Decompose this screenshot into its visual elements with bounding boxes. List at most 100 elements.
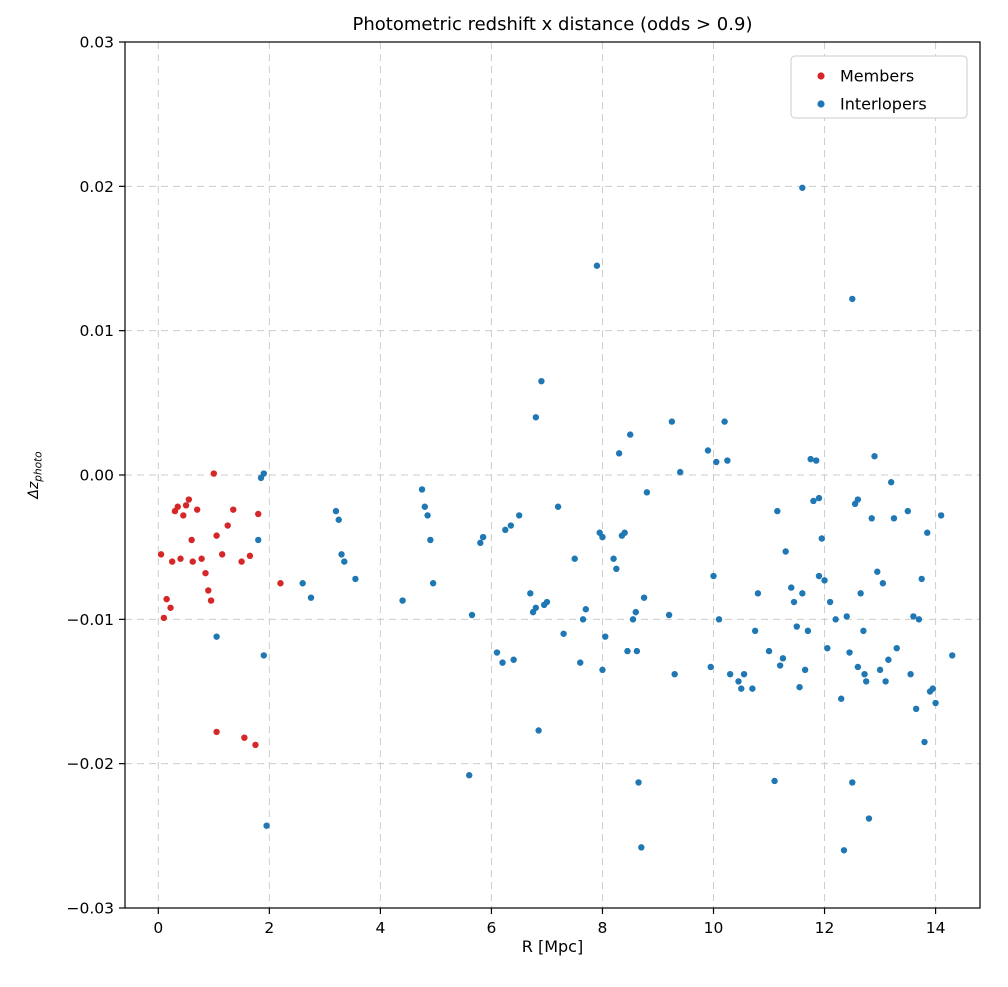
y-tick-label: 0.02 — [79, 178, 114, 196]
legend-entry-members: Members — [840, 67, 914, 86]
data-point-interlopers — [815, 494, 823, 502]
data-point-members — [185, 496, 193, 503]
data-point-interlopers — [793, 623, 800, 630]
data-point-interlopers — [332, 507, 340, 515]
data-point-members — [246, 552, 254, 560]
y-tick-label: −0.02 — [67, 755, 115, 773]
y-tick-label: −0.01 — [67, 611, 115, 629]
data-point-interlopers — [599, 533, 606, 541]
data-point-interlopers — [790, 598, 798, 606]
x-tick-label: 12 — [815, 919, 835, 937]
x-tick-label: 0 — [153, 919, 163, 937]
data-point-interlopers — [849, 295, 856, 303]
data-point-interlopers — [932, 699, 939, 707]
data-point-interlopers — [543, 598, 551, 606]
series-interlopers — [213, 184, 956, 854]
data-point-members — [202, 569, 209, 577]
data-point-interlopers — [704, 447, 712, 454]
data-point-interlopers — [468, 611, 476, 619]
data-point-interlopers — [624, 647, 631, 655]
data-point-interlopers — [904, 507, 912, 515]
data-point-interlopers — [862, 678, 870, 685]
data-point-interlopers — [849, 779, 856, 786]
data-point-interlopers — [824, 645, 831, 652]
data-point-interlopers — [751, 627, 759, 635]
data-point-interlopers — [707, 663, 714, 671]
data-point-interlopers — [818, 535, 825, 542]
data-point-members — [157, 551, 165, 558]
x-axis-label: R [Mpc] — [522, 937, 583, 956]
data-point-interlopers — [632, 608, 639, 616]
data-point-interlopers — [510, 656, 517, 663]
data-point-interlopers — [421, 503, 429, 510]
data-point-members — [182, 502, 190, 509]
data-point-members — [252, 741, 259, 749]
data-point-interlopers — [532, 604, 540, 611]
data-point-interlopers — [260, 652, 267, 659]
legend-marker-members — [817, 72, 825, 80]
data-point-interlopers — [577, 659, 584, 666]
x-tick-label: 14 — [926, 919, 946, 937]
data-point-members — [224, 522, 231, 529]
data-point-members — [168, 558, 176, 565]
y-tick-label: −0.03 — [67, 900, 115, 918]
x-tick-label: 4 — [375, 919, 385, 937]
data-point-interlopers — [907, 670, 914, 678]
data-point-interlopers — [865, 815, 873, 822]
x-tick-label: 2 — [264, 919, 274, 937]
data-point-interlopers — [871, 453, 878, 460]
data-point-interlopers — [560, 630, 567, 637]
data-point-interlopers — [810, 497, 817, 505]
y-tick-label: 0.00 — [79, 467, 114, 485]
x-tick-label: 10 — [704, 919, 724, 937]
data-point-interlopers — [424, 512, 431, 519]
data-point-interlopers — [887, 479, 895, 486]
data-point-interlopers — [213, 633, 220, 640]
data-point-interlopers — [771, 777, 778, 785]
chart-title: Photometric redshift x distance (odds > … — [353, 14, 753, 35]
x-tick-label: 6 — [486, 919, 496, 937]
data-point-interlopers — [738, 685, 745, 692]
data-point-interlopers — [882, 678, 889, 685]
data-point-interlopers — [857, 590, 864, 597]
data-point-interlopers — [838, 695, 845, 702]
data-point-interlopers — [593, 262, 601, 269]
data-point-interlopers — [788, 584, 795, 591]
data-point-interlopers — [843, 613, 850, 620]
data-point-members — [180, 512, 187, 519]
data-point-members — [198, 555, 205, 562]
y-axis-label: Δzphoto — [26, 451, 45, 499]
data-point-interlopers — [854, 496, 862, 503]
data-point-interlopers — [668, 418, 676, 425]
data-point-interlopers — [499, 659, 506, 666]
data-point-interlopers — [854, 663, 862, 671]
data-point-interlopers — [532, 414, 540, 421]
data-point-interlopers — [774, 507, 781, 515]
data-point-interlopers — [676, 468, 684, 476]
data-point-interlopers — [813, 457, 820, 464]
y-tick-label: 0.03 — [79, 34, 114, 52]
data-point-interlopers — [638, 844, 645, 851]
data-point-interlopers — [341, 558, 348, 565]
data-point-interlopers — [801, 666, 809, 674]
y-tick-label: 0.01 — [79, 322, 114, 340]
data-point-interlopers — [782, 548, 789, 555]
data-point-interlopers — [554, 503, 562, 510]
data-point-members — [238, 558, 245, 565]
data-point-interlopers — [507, 522, 515, 529]
data-point-interlopers — [949, 652, 956, 659]
data-point-members — [213, 728, 220, 736]
data-point-members — [174, 503, 181, 510]
data-point-members — [205, 587, 212, 594]
data-point-interlopers — [879, 580, 887, 587]
data-point-interlopers — [890, 515, 898, 522]
data-point-members — [218, 551, 226, 558]
data-point-members — [160, 614, 168, 622]
data-point-interlopers — [429, 580, 437, 587]
data-point-interlopers — [726, 670, 734, 678]
x-tick-label: 8 — [598, 919, 608, 937]
data-point-interlopers — [740, 670, 748, 678]
data-point-interlopers — [804, 627, 812, 635]
